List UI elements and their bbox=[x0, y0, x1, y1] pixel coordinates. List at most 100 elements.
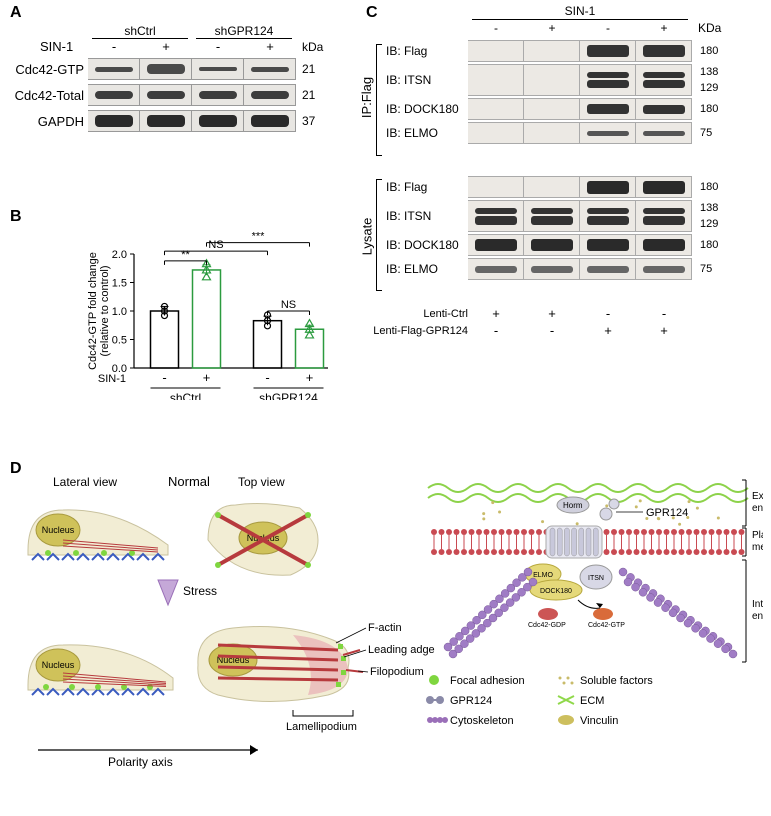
svg-text:Nucleus: Nucleus bbox=[42, 660, 75, 670]
svg-text:environment: environment bbox=[752, 611, 763, 622]
c-lane bbox=[524, 64, 580, 96]
svg-text:Cytoskeleton: Cytoskeleton bbox=[450, 715, 514, 727]
panel-d: Lateral viewNormalTop viewNucleusNucleus… bbox=[8, 460, 763, 810]
svg-text:Soluble factors: Soluble factors bbox=[580, 675, 653, 687]
group-label: shGPR124 bbox=[215, 24, 274, 38]
c-lane bbox=[524, 122, 580, 144]
panel-c-label: C bbox=[366, 4, 378, 22]
ib-label: IB: Flag bbox=[386, 180, 464, 194]
c-lane bbox=[580, 234, 636, 256]
c-kda: 75 bbox=[700, 127, 712, 139]
c-lane bbox=[468, 122, 524, 144]
svg-text:Plasma: Plasma bbox=[752, 530, 763, 541]
svg-text:(relative to control): (relative to control) bbox=[99, 265, 111, 356]
c-kda: 75 bbox=[700, 263, 712, 275]
lenti-mark: - bbox=[580, 306, 636, 321]
c-lane bbox=[524, 98, 580, 120]
panel-a-label: A bbox=[10, 4, 22, 22]
wb-lane bbox=[192, 110, 244, 132]
wb-lane bbox=[192, 84, 244, 106]
c-lane bbox=[580, 98, 636, 120]
lenti-label: Lenti-Ctrl bbox=[368, 308, 468, 320]
c-lane bbox=[580, 122, 636, 144]
svg-text:Normal: Normal bbox=[168, 474, 210, 489]
svg-text:shGPR124: shGPR124 bbox=[259, 391, 318, 400]
svg-text:ELMO: ELMO bbox=[533, 572, 553, 579]
lenti-mark: + bbox=[580, 323, 636, 338]
svg-text:Horm: Horm bbox=[563, 501, 583, 510]
svg-text:**: ** bbox=[181, 249, 190, 261]
svg-text:Vinculin: Vinculin bbox=[580, 715, 618, 727]
c-kda: 180 bbox=[700, 45, 718, 57]
svg-text:Cdc42-GTP: Cdc42-GTP bbox=[588, 622, 625, 629]
cond: - bbox=[88, 39, 140, 54]
svg-text:2.0: 2.0 bbox=[112, 249, 127, 261]
c-cond: - bbox=[468, 21, 524, 35]
ib-label: IB: ELMO bbox=[386, 126, 464, 140]
c-top-label: SIN-1 bbox=[565, 4, 596, 18]
wb-kda: 21 bbox=[302, 62, 315, 76]
ib-label: IB: ITSN bbox=[386, 73, 464, 87]
svg-text:Cdc42-GTP fold change: Cdc42-GTP fold change bbox=[88, 252, 99, 370]
c-kda: 129 bbox=[700, 82, 718, 94]
lenti-label: Lenti-Flag-GPR124 bbox=[368, 325, 468, 337]
c-kda: 180 bbox=[700, 181, 718, 193]
c-lane bbox=[636, 234, 692, 256]
svg-text:+: + bbox=[306, 370, 314, 385]
wb-lane bbox=[88, 58, 140, 80]
svg-text:Stress: Stress bbox=[183, 584, 217, 598]
c-cond: - bbox=[580, 21, 636, 35]
svg-text:Filopodium: Filopodium bbox=[370, 666, 424, 678]
svg-text:Top view: Top view bbox=[238, 475, 285, 489]
wb-lane bbox=[88, 84, 140, 106]
svg-text:environment: environment bbox=[752, 503, 763, 514]
svg-text:NS: NS bbox=[208, 239, 223, 251]
c-lane bbox=[468, 40, 524, 62]
c-kda-header: KDa bbox=[698, 21, 721, 35]
svg-text:NS: NS bbox=[281, 299, 296, 311]
svg-text:ECM: ECM bbox=[580, 695, 604, 707]
lysate-label: Lysate bbox=[359, 218, 374, 256]
svg-text:Focal adhesion: Focal adhesion bbox=[450, 675, 525, 687]
c-lane bbox=[636, 40, 692, 62]
sin1-label: SIN-1 bbox=[40, 39, 73, 54]
ip-label: IP:Flag bbox=[359, 77, 374, 118]
c-kda: 138 bbox=[700, 66, 718, 78]
svg-text:Lamellipodium: Lamellipodium bbox=[286, 721, 357, 733]
svg-text:shCtrl: shCtrl bbox=[170, 391, 201, 400]
c-lane bbox=[524, 234, 580, 256]
c-lane bbox=[580, 258, 636, 280]
ib-label: IB: DOCK180 bbox=[386, 102, 464, 116]
svg-text:-: - bbox=[162, 370, 166, 385]
svg-text:Nucleus: Nucleus bbox=[42, 525, 75, 535]
c-lane bbox=[636, 200, 692, 232]
kda-header: kDa bbox=[302, 40, 323, 54]
cond: - bbox=[192, 39, 244, 54]
panel-b: 0.00.51.01.52.0Cdc42-GTP fold change(rel… bbox=[8, 210, 358, 410]
wb-kda: 37 bbox=[302, 114, 315, 128]
wb-lane bbox=[192, 58, 244, 80]
wb-row-label: Cdc42-Total bbox=[6, 88, 84, 103]
lenti-mark: + bbox=[468, 306, 524, 321]
wb-row-label: GAPDH bbox=[6, 114, 84, 129]
svg-text:0.5: 0.5 bbox=[112, 335, 127, 347]
c-lane bbox=[580, 40, 636, 62]
c-kda: 180 bbox=[700, 103, 718, 115]
c-lane bbox=[636, 258, 692, 280]
c-kda: 180 bbox=[700, 239, 718, 251]
c-lane bbox=[468, 64, 524, 96]
ib-label: IB: ELMO bbox=[386, 262, 464, 276]
lenti-mark: - bbox=[636, 306, 692, 321]
lenti-mark: + bbox=[524, 306, 580, 321]
svg-text:Cdc42-GDP: Cdc42-GDP bbox=[528, 622, 566, 629]
svg-text:Polarity axis: Polarity axis bbox=[108, 755, 173, 769]
svg-text:+: + bbox=[203, 370, 211, 385]
wb-lane bbox=[244, 58, 296, 80]
c-lane bbox=[524, 200, 580, 232]
c-kda: 129 bbox=[700, 218, 718, 230]
cond: + bbox=[244, 39, 296, 54]
wb-kda: 21 bbox=[302, 88, 315, 102]
svg-text:Intracellular: Intracellular bbox=[752, 599, 763, 610]
svg-text:Extracellular: Extracellular bbox=[752, 491, 763, 502]
svg-text:1.0: 1.0 bbox=[112, 306, 127, 318]
